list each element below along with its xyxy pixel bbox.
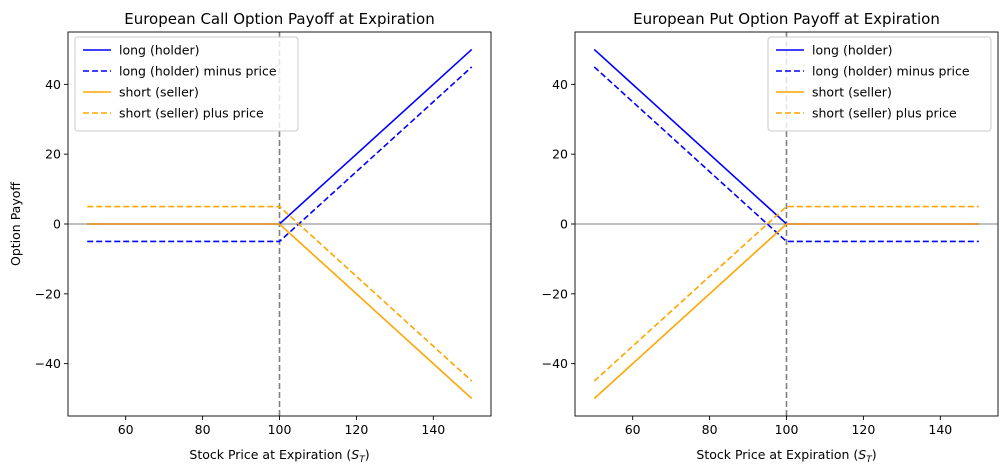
x-tick-label: 100 [268, 422, 292, 437]
legend-label: short (seller) plus price [119, 106, 264, 121]
y-tick-label: 20 [45, 147, 61, 162]
x-axis-label-main: Stock Price at Expiration ( [696, 447, 858, 462]
x-tick-label: 120 [851, 422, 875, 437]
series-line-4 [87, 205, 473, 382]
x-tick-label: 60 [118, 422, 134, 437]
x-axis-label-tail: ) [365, 447, 370, 462]
chart-title: European Put Option Payoff at Expiration [633, 10, 940, 28]
legend-label: long (holder) [119, 43, 200, 58]
x-tick-label: 140 [928, 422, 952, 437]
legend-label: long (holder) minus price [119, 64, 277, 79]
series-line-4 [593, 205, 979, 382]
x-tick-label: 100 [775, 422, 799, 437]
legend-box [767, 36, 992, 132]
y-tick-label: −20 [542, 286, 568, 301]
x-axis-label-subscript: T [866, 455, 873, 465]
x-axis-label: Stock Price at Expiration (ST) [696, 447, 876, 465]
y-tick-label: 40 [552, 77, 568, 92]
x-axis-label: Stock Price at Expiration (ST) [189, 447, 369, 465]
x-axis-label-symbol: S [351, 447, 359, 462]
y-tick-label: 20 [552, 147, 568, 162]
x-tick-label: 140 [421, 422, 445, 437]
y-tick-label: 40 [45, 77, 61, 92]
series-line-2 [593, 66, 979, 243]
call-chart: 60 80 100 120 140 −40 −20 0 20 40 European Call Op… [8, 10, 492, 465]
legend-box [74, 36, 299, 132]
legend-label: short (seller) plus price [812, 106, 957, 121]
series-line-3 [593, 223, 979, 400]
y-tick-label: 0 [53, 217, 61, 232]
series-line-3 [87, 223, 473, 400]
y-tick-label: 0 [560, 217, 568, 232]
legend-label: short (seller) [119, 85, 199, 100]
x-axis-label-tail: ) [872, 447, 877, 462]
put-chart: 60 80 100 120 140 −40 −20 0 20 40 European Put Opt… [542, 10, 999, 465]
series-line-2 [87, 66, 473, 243]
legend-label: long (holder) minus price [812, 64, 970, 79]
chart-title: European Call Option Payoff at Expiratio… [124, 10, 435, 28]
put-plot-area [575, 32, 998, 416]
x-tick-label: 60 [625, 422, 641, 437]
x-axis-label-symbol: S [858, 447, 866, 462]
x-tick-label: 80 [195, 422, 211, 437]
y-tick-label: −40 [35, 356, 61, 371]
legend: long (holder) long (holder) minus price sh… [74, 36, 299, 132]
legend-label: short (seller) [812, 85, 892, 100]
y-tick-label: −40 [542, 356, 568, 371]
legend: long (holder) long (holder) minus price sh… [767, 36, 992, 132]
legend-label: long (holder) [812, 43, 893, 58]
x-tick-label: 120 [344, 422, 368, 437]
x-tick-label: 80 [702, 422, 718, 437]
x-axis-label-main: Stock Price at Expiration ( [189, 447, 351, 462]
y-tick-label: −20 [35, 286, 61, 301]
y-axis-label: Option Payoff [8, 182, 23, 266]
x-axis-label-subscript: T [359, 455, 366, 465]
